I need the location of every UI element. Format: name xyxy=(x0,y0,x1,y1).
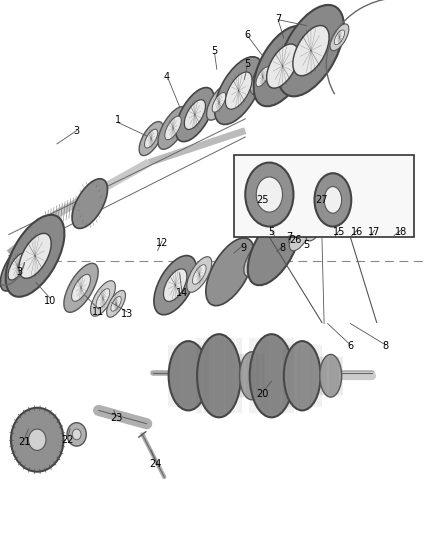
Ellipse shape xyxy=(330,24,349,51)
Ellipse shape xyxy=(71,274,91,301)
Text: 26: 26 xyxy=(290,235,302,245)
Ellipse shape xyxy=(240,352,264,400)
Ellipse shape xyxy=(163,269,187,302)
Text: 6: 6 xyxy=(347,342,353,351)
Ellipse shape xyxy=(145,129,158,148)
Ellipse shape xyxy=(293,26,329,76)
Text: 11: 11 xyxy=(92,307,105,317)
Ellipse shape xyxy=(370,179,391,209)
Ellipse shape xyxy=(6,215,64,297)
Circle shape xyxy=(11,408,64,472)
Ellipse shape xyxy=(165,116,181,140)
Ellipse shape xyxy=(91,281,115,316)
Ellipse shape xyxy=(8,253,27,280)
Ellipse shape xyxy=(254,26,311,106)
Text: 12: 12 xyxy=(156,238,168,247)
Text: 7: 7 xyxy=(275,14,281,23)
Ellipse shape xyxy=(244,241,268,276)
Ellipse shape xyxy=(111,296,121,311)
Text: 15: 15 xyxy=(333,227,346,237)
Text: 5: 5 xyxy=(244,59,251,69)
Text: 20: 20 xyxy=(257,390,269,399)
Text: 16: 16 xyxy=(351,227,363,237)
Circle shape xyxy=(72,429,81,440)
Ellipse shape xyxy=(192,265,206,284)
Ellipse shape xyxy=(176,87,214,142)
Text: 22: 22 xyxy=(62,435,74,445)
Ellipse shape xyxy=(64,263,98,312)
Ellipse shape xyxy=(250,334,293,417)
Ellipse shape xyxy=(245,163,293,227)
Ellipse shape xyxy=(306,214,325,241)
Ellipse shape xyxy=(267,44,298,88)
Text: 9: 9 xyxy=(240,243,246,253)
Ellipse shape xyxy=(72,179,107,229)
Ellipse shape xyxy=(197,334,241,417)
Text: 8: 8 xyxy=(279,243,286,253)
FancyBboxPatch shape xyxy=(234,155,414,237)
Text: 10: 10 xyxy=(44,296,57,306)
Text: 6: 6 xyxy=(244,30,251,39)
Ellipse shape xyxy=(256,177,283,212)
Ellipse shape xyxy=(169,341,208,410)
Text: 24: 24 xyxy=(149,459,162,469)
Ellipse shape xyxy=(284,341,321,410)
Ellipse shape xyxy=(206,238,254,306)
Circle shape xyxy=(28,429,46,450)
Ellipse shape xyxy=(0,242,35,291)
Ellipse shape xyxy=(139,122,163,156)
Text: 7: 7 xyxy=(286,232,292,242)
Ellipse shape xyxy=(226,72,252,109)
Ellipse shape xyxy=(336,198,356,225)
Text: 4: 4 xyxy=(163,72,170,82)
Text: 5: 5 xyxy=(212,46,218,55)
Ellipse shape xyxy=(334,30,345,45)
Ellipse shape xyxy=(321,206,340,233)
Ellipse shape xyxy=(96,289,110,308)
Ellipse shape xyxy=(212,93,226,112)
Text: 18: 18 xyxy=(395,227,407,237)
Ellipse shape xyxy=(320,354,342,397)
Ellipse shape xyxy=(256,67,270,86)
Ellipse shape xyxy=(290,220,311,251)
Ellipse shape xyxy=(19,233,51,278)
Text: 14: 14 xyxy=(176,288,188,298)
Ellipse shape xyxy=(215,56,263,125)
Text: 3: 3 xyxy=(17,267,23,277)
Ellipse shape xyxy=(187,257,212,292)
Ellipse shape xyxy=(314,173,351,227)
Ellipse shape xyxy=(158,107,188,149)
Circle shape xyxy=(67,423,86,446)
Text: 17: 17 xyxy=(368,227,381,237)
Text: 21: 21 xyxy=(18,438,30,447)
Text: 8: 8 xyxy=(382,342,389,351)
Ellipse shape xyxy=(352,190,371,217)
Ellipse shape xyxy=(154,255,197,315)
Text: 25: 25 xyxy=(257,195,269,205)
Ellipse shape xyxy=(207,85,231,120)
Text: 5: 5 xyxy=(304,240,310,250)
Ellipse shape xyxy=(278,5,344,96)
Ellipse shape xyxy=(384,168,409,203)
Ellipse shape xyxy=(324,187,342,213)
Text: 5: 5 xyxy=(268,227,275,237)
Ellipse shape xyxy=(251,59,275,94)
Text: 13: 13 xyxy=(121,310,133,319)
Text: 23: 23 xyxy=(110,414,122,423)
Text: 27: 27 xyxy=(316,195,328,205)
Ellipse shape xyxy=(248,213,300,285)
Text: 3: 3 xyxy=(74,126,80,135)
Text: 1: 1 xyxy=(115,115,121,125)
Ellipse shape xyxy=(184,100,205,130)
Ellipse shape xyxy=(106,290,126,317)
